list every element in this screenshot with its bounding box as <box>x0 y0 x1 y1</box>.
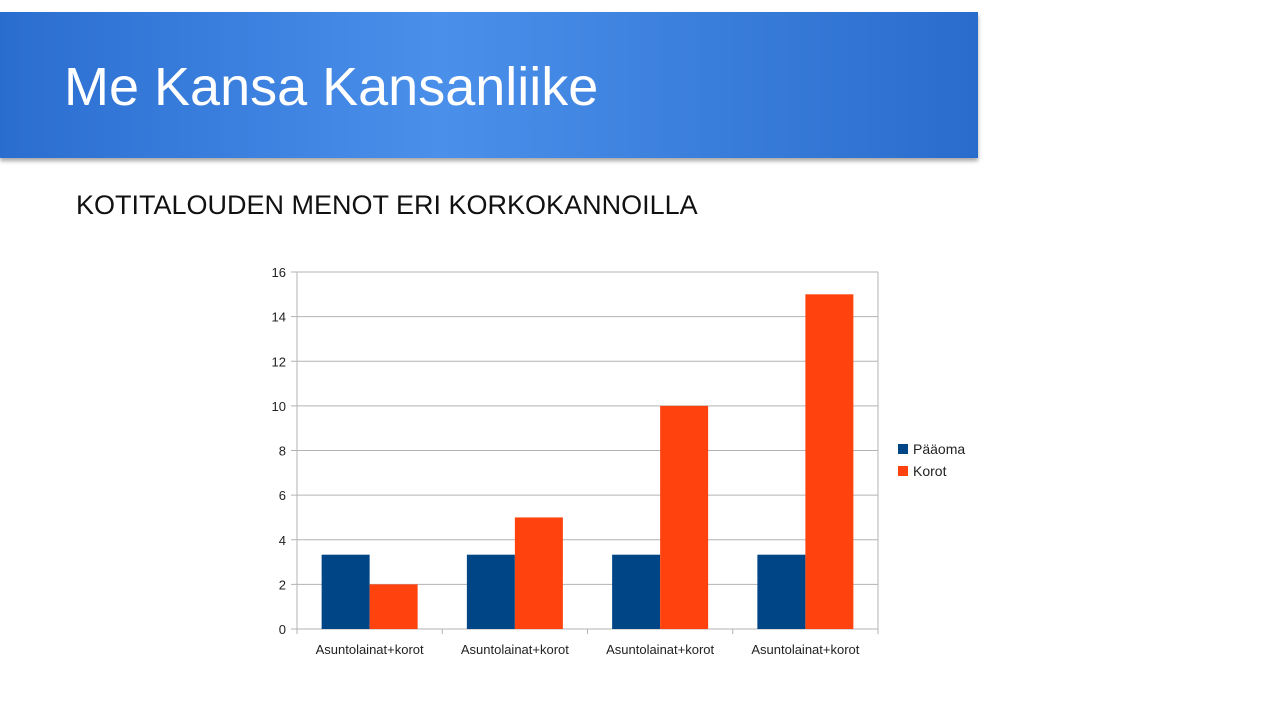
bar-korot <box>369 584 418 629</box>
legend-swatch <box>898 444 908 454</box>
x-tick-label: Asuntolainat+korot <box>461 642 569 657</box>
bar-p-oma <box>321 554 370 629</box>
legend-label: Pääoma <box>913 441 965 457</box>
bar-p-oma <box>757 554 806 629</box>
y-tick-label: 6 <box>279 488 286 503</box>
y-tick-label: 2 <box>279 577 286 592</box>
bar-p-oma <box>612 554 661 629</box>
legend-swatch <box>898 466 908 476</box>
y-tick-label: 12 <box>272 354 286 369</box>
x-tick-label: Asuntolainat+korot <box>606 642 714 657</box>
bar-korot <box>660 405 709 629</box>
bar-p-oma <box>466 554 515 629</box>
y-tick-label: 10 <box>272 399 286 414</box>
y-tick-label: 14 <box>272 310 286 325</box>
chart-subtitle: KOTITALOUDEN MENOT ERI KORKOKANNOILLA <box>76 190 698 220</box>
bar-korot <box>805 294 854 629</box>
header-band <box>0 12 978 158</box>
legend-label: Korot <box>913 463 947 479</box>
x-tick-label: Asuntolainat+korot <box>751 642 859 657</box>
y-tick-label: 4 <box>279 533 286 548</box>
y-tick-label: 8 <box>279 444 286 459</box>
x-tick-label: Asuntolainat+korot <box>316 642 424 657</box>
y-tick-label: 0 <box>279 622 286 637</box>
y-tick-label: 16 <box>272 265 286 280</box>
slide-title: Me Kansa Kansanliike <box>64 57 599 117</box>
bar-korot <box>514 517 563 629</box>
